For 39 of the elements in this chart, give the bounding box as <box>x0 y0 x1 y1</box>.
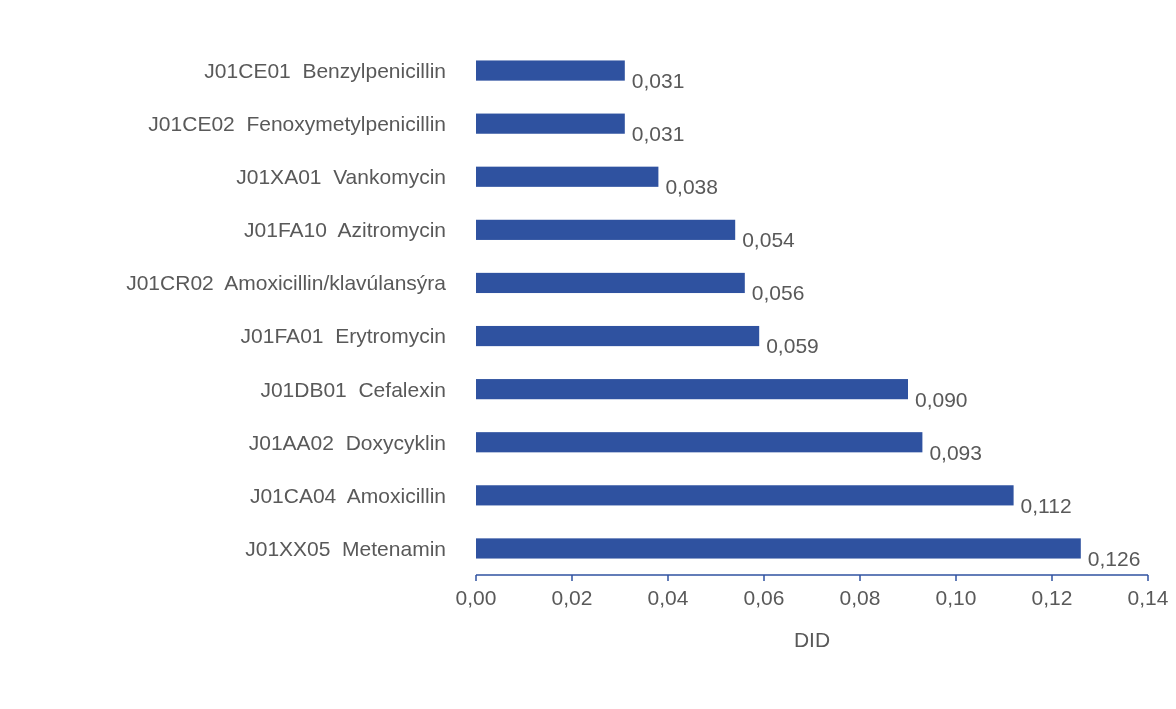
y-tick-label: J01DB01 Cefalexin <box>260 377 446 401</box>
bar <box>476 272 745 294</box>
y-tick-label: J01CR02 Amoxicillin/klavúlansýra <box>126 271 447 295</box>
data-label: 0,093 <box>929 440 982 464</box>
x-axis-title: DID <box>793 628 831 651</box>
bar <box>476 485 1014 506</box>
bar <box>476 60 625 81</box>
bar <box>476 538 1081 559</box>
bar <box>476 219 736 240</box>
bar <box>476 379 908 400</box>
y-tick-label: J01CE02 Fenoxymetylpenicillin <box>148 112 446 135</box>
y-tick-label: J01CA04 Amoxicillin <box>249 483 446 507</box>
x-tick-label: 0,04 <box>647 586 689 609</box>
data-label: 0,056 <box>751 281 805 305</box>
bar <box>476 166 659 187</box>
data-label: 0,038 <box>665 175 718 199</box>
data-label: 0,031 <box>631 122 685 145</box>
x-tick-label: 0,14 <box>1127 586 1169 609</box>
data-label: 0,059 <box>766 334 819 358</box>
x-tick-label: 0,02 <box>551 586 593 609</box>
data-label: 0,054 <box>742 228 796 252</box>
data-label: 0,090 <box>915 387 968 411</box>
y-tick-label: J01AA02 Doxycyklin <box>248 430 446 454</box>
data-label: 0,126 <box>1087 546 1141 570</box>
bar <box>476 432 923 453</box>
y-tick-label: J01CE01 Benzylpenicillin <box>204 58 446 82</box>
y-tick-label: J01XA01 Vankomycin <box>236 165 446 189</box>
bar <box>476 113 625 134</box>
x-tick-label: 0,00 <box>455 586 497 609</box>
y-tick-label: J01FA10 Azitromycin <box>244 218 446 242</box>
data-label: 0,031 <box>631 68 685 92</box>
y-tick-label: J01XX05 Metenamin <box>245 536 446 560</box>
bar <box>476 325 760 347</box>
x-tick-label: 0,06 <box>743 586 785 609</box>
data-label: 0,112 <box>1020 493 1072 517</box>
x-tick-label: 0,10 <box>935 586 977 609</box>
x-tick-label: 0,08 <box>839 586 881 609</box>
y-tick-label: J01FA01 Erytromycin <box>240 324 446 348</box>
x-tick-label: 0,12 <box>1031 586 1073 609</box>
